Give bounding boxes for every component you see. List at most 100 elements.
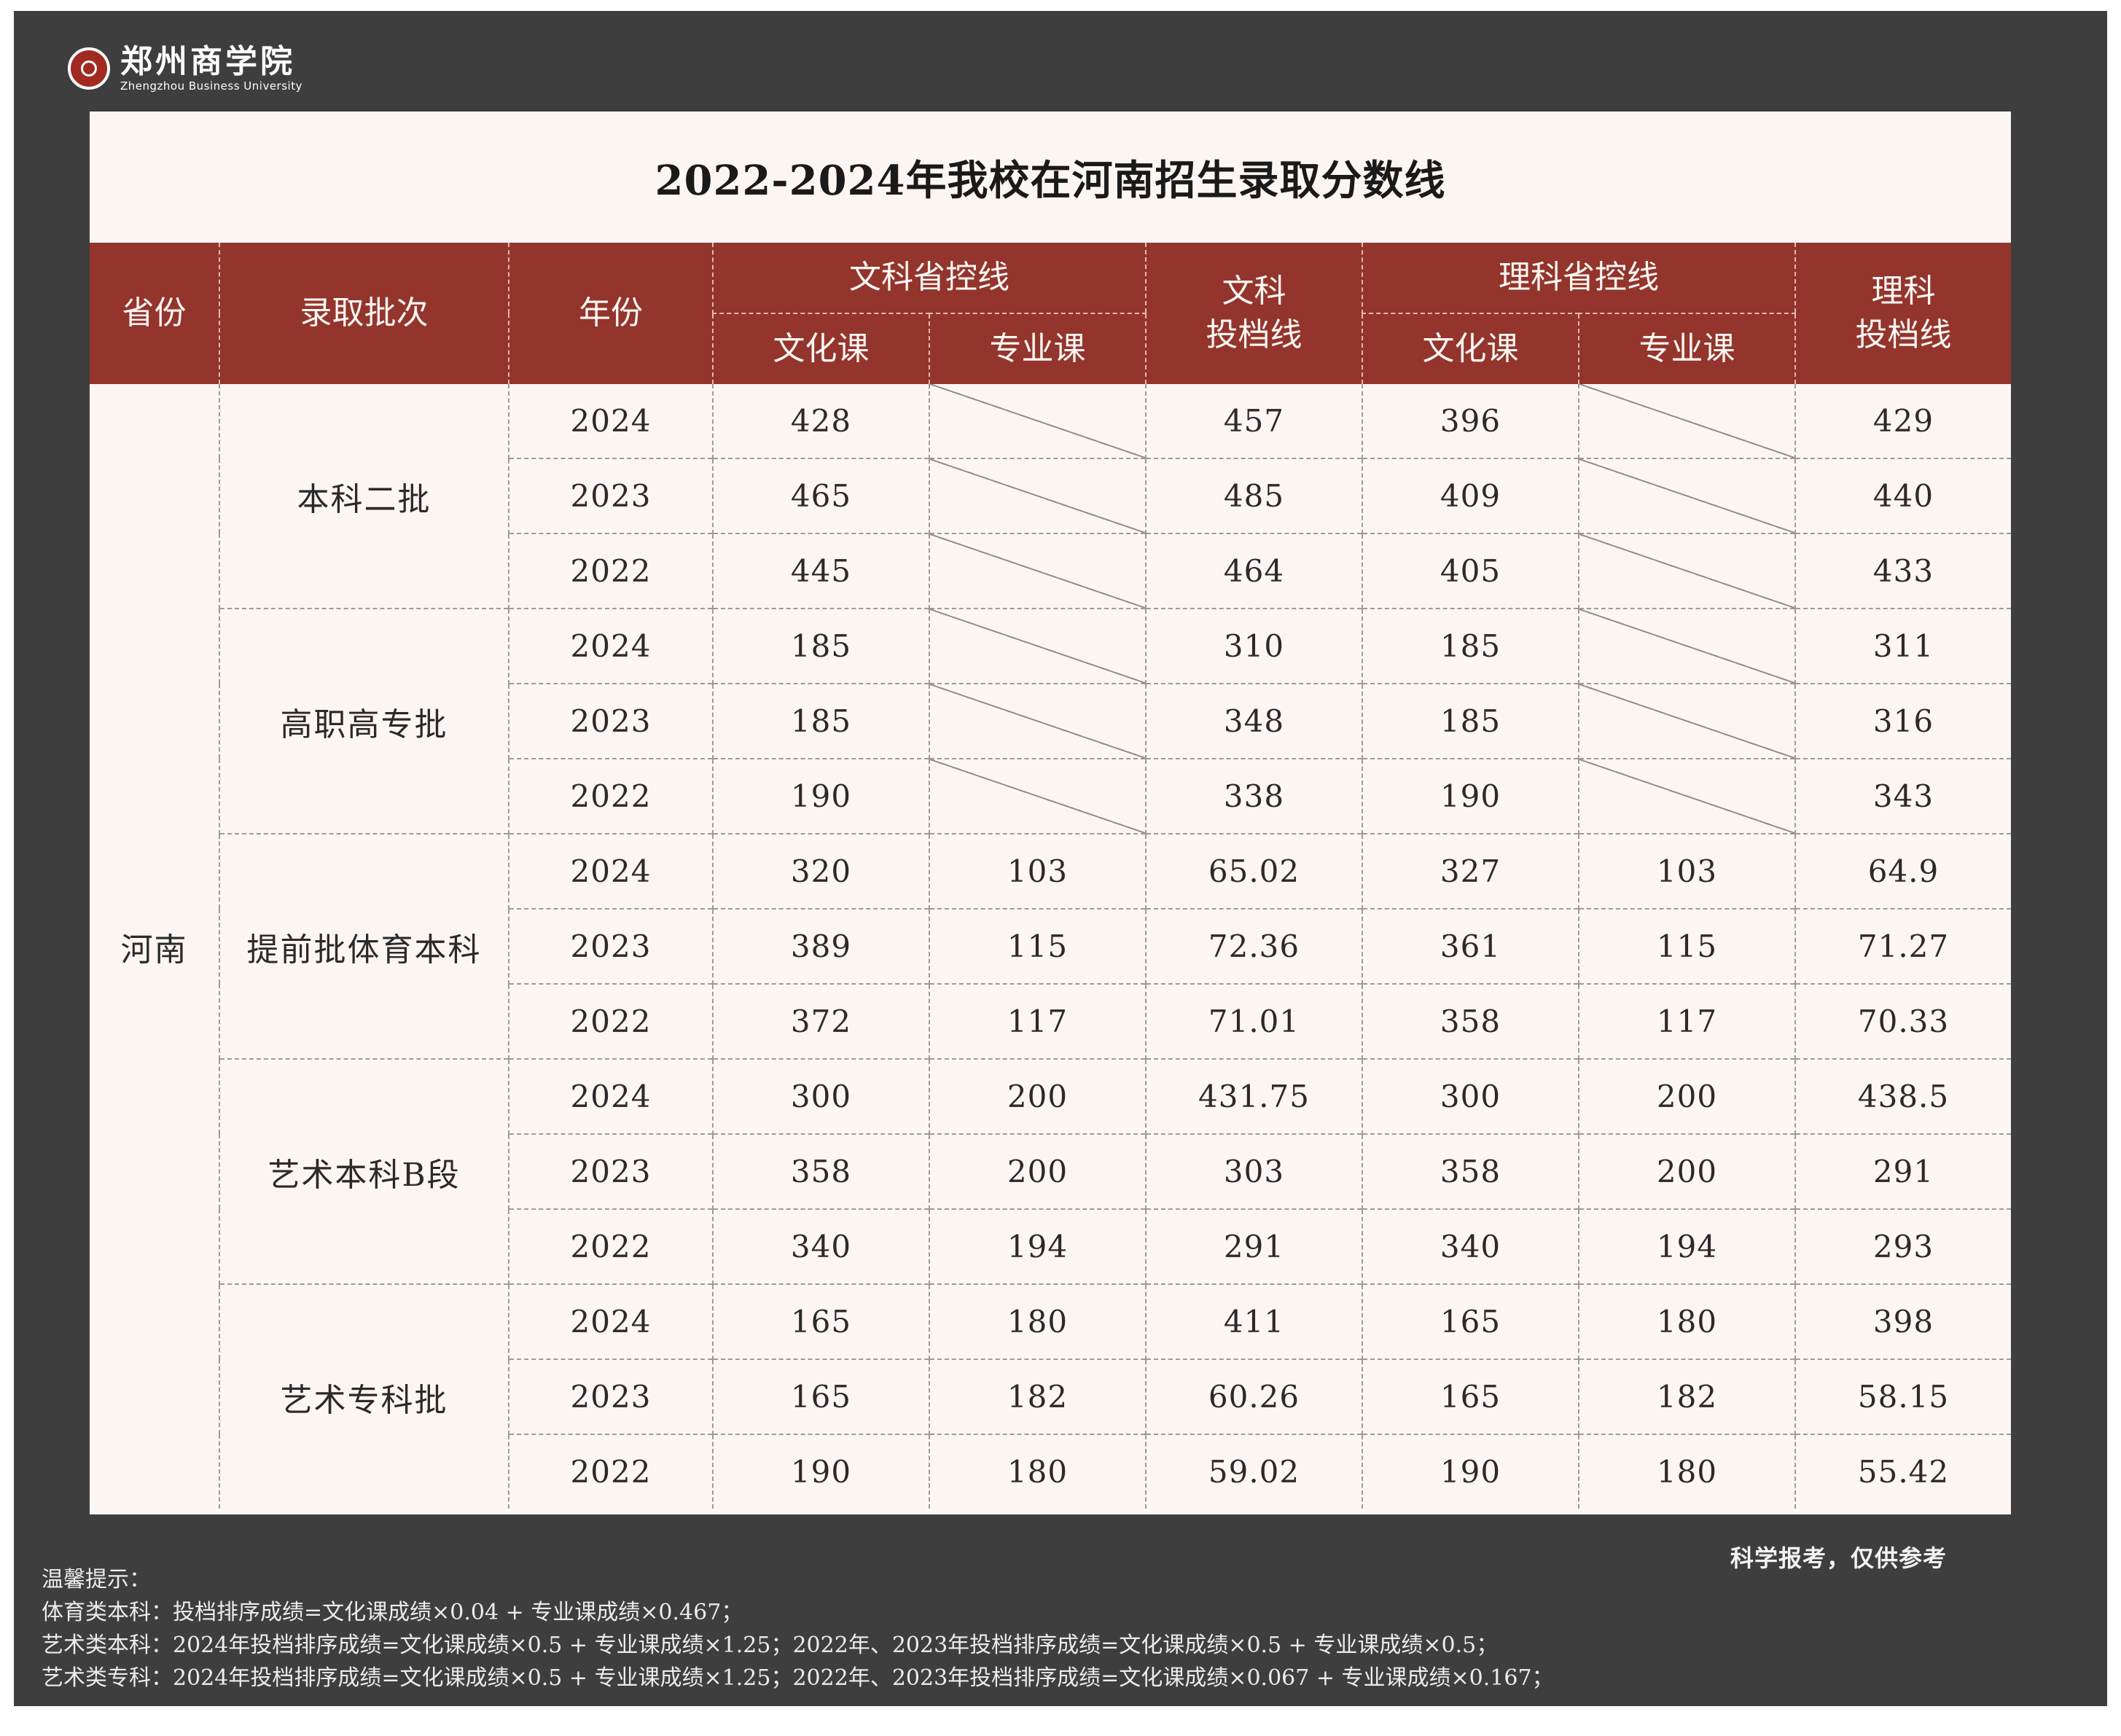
table-row: 2022 372 117 71.01 358 117 70.33	[90, 983, 2011, 1059]
header-year: 年份	[508, 243, 713, 384]
li-culture-cell: 358	[1362, 1133, 1579, 1209]
wen-tou-cell: 303	[1145, 1133, 1362, 1209]
empty-slash-cell	[1578, 458, 1795, 533]
li-culture-cell: 358	[1362, 983, 1579, 1059]
table-row: 河南 本科二批 2024 428 457 396 429	[90, 384, 2011, 969]
empty-slash-cell	[1578, 758, 1795, 834]
wen-tou-cell: 72.36	[1145, 908, 1362, 984]
batch-cell: 艺术本科B段	[219, 1058, 509, 1284]
table-row: 2022 190 338 190 343	[90, 758, 2011, 834]
year-cell: 2023	[508, 683, 713, 759]
li-tou-cell: 70.33	[1794, 983, 2011, 1059]
table-row: 艺术本科B段 2024 300 200 431.75 300 200 438.5	[90, 1058, 2011, 1284]
li-culture-cell: 190	[1362, 1434, 1579, 1509]
li-major-cell: 194	[1578, 1208, 1795, 1284]
wen-major-cell: 194	[929, 1208, 1146, 1284]
year-cell: 2024	[508, 1058, 713, 1134]
li-tou-cell: 316	[1794, 683, 2011, 759]
tips: 温馨提示： 体育类本科：投档排序成绩=文化课成绩×0.04 + 专业课成绩×0.…	[42, 1563, 1554, 1694]
year-cell: 2024	[508, 833, 713, 909]
wen-culture-cell: 190	[712, 1434, 929, 1509]
li-culture-cell: 327	[1362, 833, 1579, 909]
li-tou-cell: 438.5	[1794, 1058, 2011, 1134]
li-culture-cell: 405	[1362, 533, 1579, 609]
li-tou-cell: 64.9	[1794, 833, 2011, 909]
li-major-cell: 180	[1578, 1283, 1795, 1359]
table-row: 2023 358 200 303 358 200 291	[90, 1133, 2011, 1209]
li-major-cell: 103	[1578, 833, 1795, 909]
year-cell: 2024	[508, 384, 713, 458]
li-tou-cell: 433	[1794, 533, 2011, 609]
wen-tou-cell: 60.26	[1145, 1358, 1362, 1434]
li-culture-cell: 409	[1362, 458, 1579, 533]
li-culture-cell: 185	[1362, 683, 1579, 759]
empty-slash-cell	[1578, 533, 1795, 609]
table-row: 2022 190 180 59.02 190 180 55.42	[90, 1434, 2011, 1509]
emblem-icon	[68, 47, 110, 90]
year-cell: 2024	[508, 608, 713, 684]
wen-culture-cell: 320	[712, 833, 929, 909]
li-major-cell: 200	[1578, 1133, 1795, 1209]
year-cell: 2023	[508, 458, 713, 533]
header-wen-major: 专业课	[929, 313, 1146, 384]
university-logo: 郑州商学院 Zhengzhou Business University	[68, 44, 302, 93]
wen-major-cell: 182	[929, 1358, 1146, 1434]
empty-slash-cell	[1578, 384, 1795, 458]
wen-major-cell: 180	[929, 1283, 1146, 1359]
wen-tou-cell: 457	[1145, 384, 1362, 458]
reference-note: 科学报考，仅供参考	[1730, 1544, 1947, 1572]
header-batch: 录取批次	[219, 243, 509, 384]
li-culture-cell: 165	[1362, 1358, 1579, 1434]
wen-culture-cell: 300	[712, 1058, 929, 1134]
wen-tou-cell: 338	[1145, 758, 1362, 834]
score-table: 省份 录取批次 年份 文科省控线 文科 投档线 理科省控线 理科 投档线 文化课…	[90, 243, 2011, 1509]
table-row: 艺术专科批 2024 165 180 411 165 180 398	[90, 1283, 2011, 1509]
page-title: 2022-2024年我校在河南招生录取分数线	[655, 156, 1446, 205]
header-wen-culture: 文化课	[712, 313, 929, 384]
wen-major-cell: 103	[929, 833, 1146, 909]
li-tou-cell: 311	[1794, 608, 2011, 684]
batch-cell: 本科二批	[219, 384, 509, 609]
li-tou-cell: 71.27	[1794, 908, 2011, 984]
wen-culture-cell: 445	[712, 533, 929, 609]
year-cell: 2023	[508, 1358, 713, 1434]
table-row: 2022 445 464 405 433	[90, 533, 2011, 609]
wen-major-cell: 115	[929, 908, 1146, 984]
li-major-cell: 115	[1578, 908, 1795, 984]
logo-name-cn: 郑州商学院	[120, 43, 295, 80]
header-li-control: 理科省控线	[1362, 243, 1795, 314]
header-wen-control: 文科省控线	[712, 243, 1146, 314]
tip-art-undergrad: 艺术类本科：2024年投档排序成绩=文化课成绩×0.5 + 专业课成绩×1.25…	[42, 1633, 1499, 1658]
year-cell: 2023	[508, 1133, 713, 1209]
header-li-tou: 理科 投档线	[1794, 243, 2011, 384]
wen-tou-cell: 348	[1145, 683, 1362, 759]
wen-tou-cell: 464	[1145, 533, 1362, 609]
wen-culture-cell: 185	[712, 608, 929, 684]
wen-major-cell: 117	[929, 983, 1146, 1059]
wen-tou-cell: 431.75	[1145, 1058, 1362, 1134]
wen-culture-cell: 185	[712, 683, 929, 759]
li-tou-cell: 55.42	[1794, 1434, 2011, 1509]
wen-culture-cell: 389	[712, 908, 929, 984]
li-tou-cell: 291	[1794, 1133, 2011, 1209]
empty-slash-cell	[929, 683, 1146, 759]
wen-tou-cell: 485	[1145, 458, 1362, 533]
year-cell: 2022	[508, 1208, 713, 1284]
table-row: 2023 185 348 185 316	[90, 683, 2011, 759]
year-cell: 2022	[508, 533, 713, 609]
wen-culture-cell: 428	[712, 384, 929, 458]
wen-tou-cell: 310	[1145, 608, 1362, 684]
header-wen-tou: 文科 投档线	[1145, 243, 1362, 384]
li-major-cell: 200	[1578, 1058, 1795, 1134]
score-card: 2022-2024年我校在河南招生录取分数线 省份 录取批次 年份 文科省控线	[90, 112, 2011, 1514]
wen-tou-cell: 291	[1145, 1208, 1362, 1284]
batch-cell: 高职高专批	[219, 608, 509, 834]
wen-culture-cell: 358	[712, 1133, 929, 1209]
li-tou-cell: 343	[1794, 758, 2011, 834]
empty-slash-cell	[929, 458, 1146, 533]
table-row: 2023 165 182 60.26 165 182 58.15	[90, 1358, 2011, 1434]
wen-culture-cell: 165	[712, 1358, 929, 1434]
tips-title: 温馨提示：	[42, 1567, 151, 1592]
wen-tou-cell: 65.02	[1145, 833, 1362, 909]
wen-culture-cell: 165	[712, 1283, 929, 1359]
